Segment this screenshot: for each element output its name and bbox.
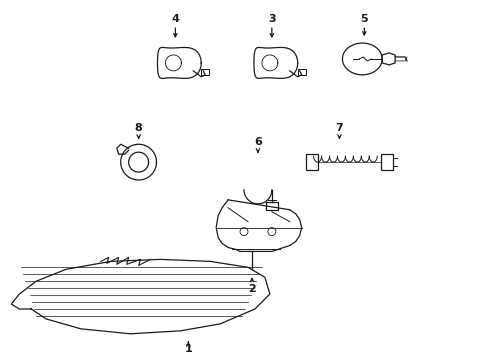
Text: 5: 5	[361, 14, 368, 24]
Text: 3: 3	[268, 14, 276, 24]
Text: 2: 2	[248, 284, 256, 294]
Bar	[306, 154, 318, 170]
Text: 6: 6	[254, 137, 262, 147]
Text: 4: 4	[172, 14, 179, 24]
Text: 1: 1	[184, 344, 192, 354]
Bar	[298, 69, 306, 75]
Bar	[201, 69, 209, 75]
Text: 7: 7	[336, 123, 343, 134]
Text: 8: 8	[135, 123, 143, 134]
Bar	[381, 154, 393, 170]
